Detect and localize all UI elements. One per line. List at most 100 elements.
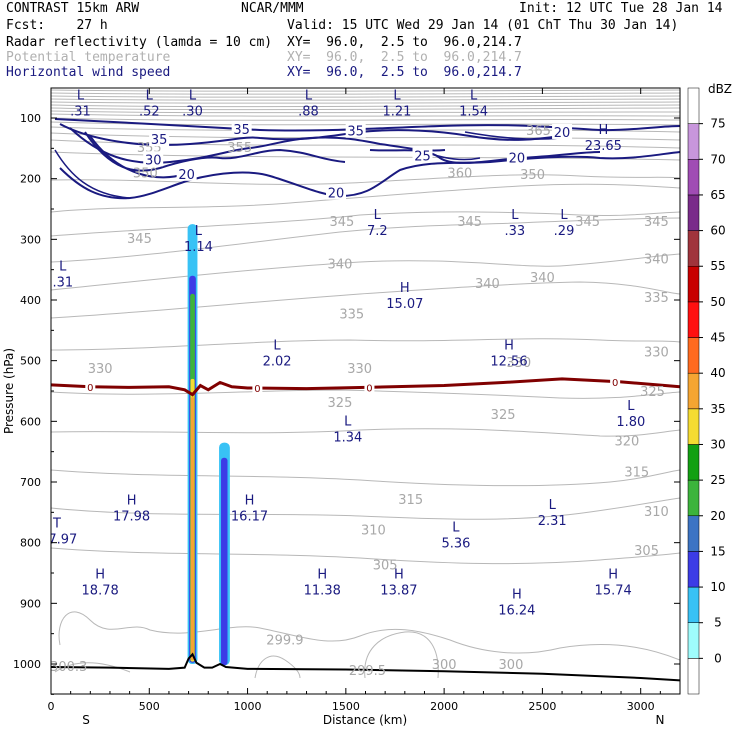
valid-time: Valid: 15 UTC Wed 29 Jan 14 (01 ChT Thu …: [287, 18, 679, 33]
direction-south: S: [82, 713, 90, 727]
freezing-level-line: [51, 377, 680, 397]
colorbar-swatch: [687, 479, 700, 517]
extremum-marker: H: [400, 281, 410, 296]
y-tick-label: 700: [20, 476, 41, 489]
extremum-marker: L: [77, 89, 85, 104]
colorbar-swatch: [687, 372, 700, 410]
extremum-value: .88: [298, 105, 319, 120]
extremum-marker: H: [504, 339, 514, 354]
theta-label: 350: [133, 167, 158, 182]
colorbar-swatch: [687, 301, 700, 338]
extremum-marker: L: [146, 89, 154, 104]
theta-label: 325: [328, 396, 353, 411]
extremum-marker: L: [59, 260, 67, 275]
extremum-marker: H: [394, 567, 404, 582]
colorbar-swatch: [687, 586, 700, 623]
extremum-value: 1.54: [459, 105, 488, 120]
theta-label: 300.3: [50, 660, 87, 675]
field-reflectivity-xy: XY= 96.0, 2.5 to 96.0,214.7: [287, 35, 522, 50]
field-theta-xy: XY= 96.0, 2.5 to 96.0,214.7: [287, 50, 522, 65]
wind-speed-label: 20: [554, 126, 571, 141]
extremum-marker: H: [608, 567, 618, 582]
theta-label: 345: [329, 215, 354, 230]
freezing-label-bg: [85, 380, 96, 393]
x-tick-label: 1000: [234, 700, 262, 713]
theta-label: 335: [644, 291, 669, 306]
extremum-value: 1.80: [616, 415, 645, 430]
extremum-value: 16.24: [498, 603, 535, 618]
extremum-value: 15.74: [595, 583, 632, 598]
extremum-marker: T: [52, 516, 61, 531]
extremum-value: .29: [554, 224, 575, 239]
colorbar-level-label: 60: [710, 224, 725, 238]
theta-label: 350: [520, 168, 545, 183]
wind-label-bg: [345, 122, 366, 138]
theta-label: 340: [644, 253, 669, 268]
x-tick-label: 500: [139, 700, 160, 713]
extremum-marker: L: [393, 89, 401, 104]
extremum-marker: L: [273, 339, 281, 354]
extremum-value: 18.78: [82, 583, 119, 598]
y-tick-label: 500: [20, 355, 41, 368]
extremum-value: .31: [52, 276, 73, 291]
theta-label: 300: [432, 658, 457, 673]
theta-label: 325: [640, 385, 665, 400]
colorbar-level-label: 70: [710, 152, 725, 166]
freezing-level-label: 0: [254, 384, 260, 395]
theta-label: 360: [447, 167, 472, 182]
colorbar-swatch: [687, 230, 700, 267]
theta-label: 340: [475, 277, 500, 292]
y-tick-label: 300: [20, 233, 41, 246]
theta-label: 310: [644, 505, 669, 520]
extremum-marker: L: [344, 414, 352, 429]
colorbar-swatch: [687, 194, 700, 231]
colorbar-level-label: 25: [710, 473, 725, 487]
field-reflectivity-name: Radar reflectivity (lamda = 10 cm): [6, 35, 273, 50]
wind-speed-label: 25: [414, 150, 431, 165]
wind-label-bg: [143, 151, 164, 167]
theta-label: 345: [644, 215, 669, 230]
colorbar-level-label: 10: [710, 580, 725, 594]
freezing-label-bg: [364, 381, 375, 394]
extremum-marker: L: [549, 498, 557, 513]
extremum-marker: L: [511, 208, 519, 223]
extremum-value: 7.97: [48, 532, 77, 547]
colorbar-level-label: 35: [710, 402, 725, 416]
x-tick-label: 2500: [528, 700, 556, 713]
colorbar-swatch: [687, 622, 700, 659]
reflectivity-layer: [187, 224, 230, 666]
wind-speed-label: 35: [347, 125, 364, 140]
y-tick-label: 600: [20, 415, 41, 428]
colorbar: 0 5 10 15 20 25 30 35 40 45 50 55 60 65 70 75 dBZ: [687, 82, 732, 695]
x-tick-label: 2000: [430, 700, 458, 713]
x-tick-label: 0: [48, 700, 55, 713]
extremum-value: 5.36: [441, 537, 470, 552]
wind-speed-label: 30: [145, 153, 162, 168]
wind-speed-label: 20: [509, 151, 526, 166]
freezing-level-label: 0: [612, 378, 618, 389]
extremum-marker: L: [560, 208, 568, 223]
theta-contours: [51, 174, 680, 679]
extremum-value: .30: [182, 105, 203, 120]
colorbar-level-label: 15: [710, 544, 725, 558]
theta-label: 300: [499, 658, 524, 673]
wind-label-bg: [326, 184, 347, 200]
theta-label: 315: [624, 466, 649, 481]
wind-label-bg: [176, 165, 197, 181]
y-tick-label: 100: [20, 112, 41, 125]
extremum-marker: H: [512, 587, 522, 602]
theta-label: 330: [644, 346, 669, 361]
freezing-level-label: 0: [87, 383, 93, 394]
wind-contours: [54, 118, 680, 200]
colorbar-level-label: 5: [714, 616, 722, 630]
extremum-marker: L: [189, 89, 197, 104]
extremum-value: 2.31: [538, 514, 567, 529]
wind-label-bg: [149, 131, 170, 147]
freezing-label-bg: [610, 375, 621, 388]
colorbar-swatch: [687, 658, 700, 695]
field-theta-name: Potential temperature: [6, 50, 171, 65]
theta-label: 305: [373, 559, 398, 574]
colorbar-swatch: [687, 87, 700, 124]
